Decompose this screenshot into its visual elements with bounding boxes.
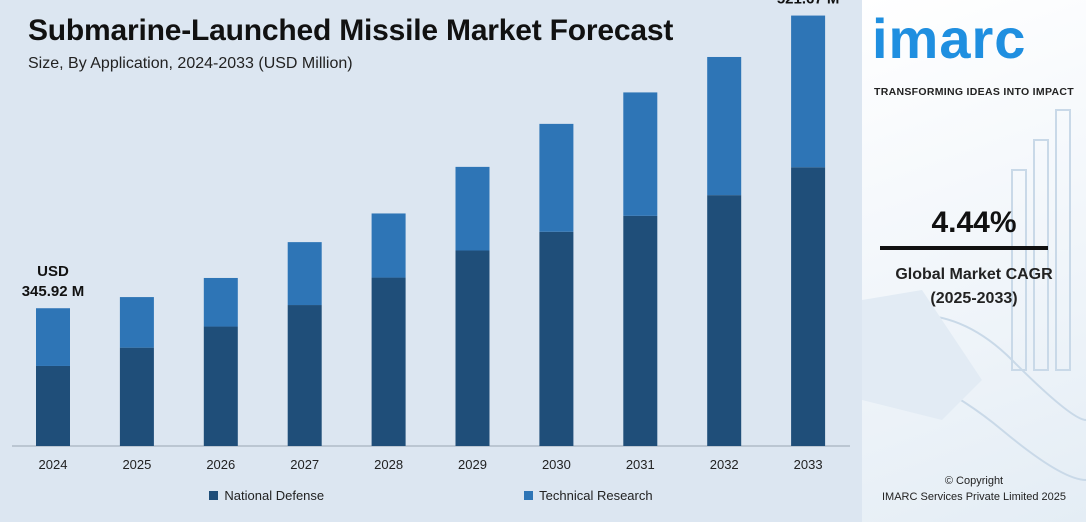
- x-tick-label-2026: 2026: [206, 457, 235, 472]
- bar-national-defense-2024: [36, 365, 70, 446]
- annotation-currency-2024: USD: [37, 263, 69, 280]
- bar-technical-research-2028: [371, 213, 406, 278]
- legend-label-national-defense: National Defense: [224, 488, 325, 503]
- cagr-label-text: Global Market CAGR: [895, 266, 1053, 283]
- chart-subtitle: Size, By Application, 2024-2033 (USD Mil…: [28, 55, 353, 72]
- annotation-value-2024: 345.92 M: [22, 283, 85, 300]
- bar-technical-research-2024: [36, 308, 70, 366]
- legend-swatch-technical-research: [524, 491, 534, 500]
- bar-technical-research-2032: [707, 56, 742, 196]
- bar-national-defense-2026: [203, 326, 238, 446]
- bar-national-defense-2033: [791, 167, 826, 447]
- legend-label-technical-research: Technical Research: [539, 488, 653, 503]
- x-tick-label-2025: 2025: [122, 457, 151, 472]
- copyright-line-1: © Copyright: [944, 475, 1004, 487]
- bar-technical-research-2027: [287, 242, 322, 306]
- bar-technical-research-2029: [455, 166, 490, 251]
- x-tick-label-2028: 2028: [374, 457, 403, 472]
- copyright-line-2: IMARC Services Private Limited 2025: [881, 491, 1066, 503]
- legend-swatch-national-defense: [209, 491, 219, 500]
- bar-national-defense-2030: [539, 231, 574, 446]
- x-tick-label-2030: 2030: [542, 457, 571, 472]
- legend-item-national-defense: National Defense: [209, 488, 324, 503]
- cagr-divider: [880, 246, 1048, 250]
- annotation-value-2033: 521.67 M: [777, 0, 840, 8]
- chart-legend: National Defense Technical Research: [0, 488, 862, 503]
- x-tick-label-2027: 2027: [290, 457, 319, 472]
- bar-national-defense-2027: [287, 305, 322, 446]
- bar-technical-research-2030: [539, 123, 574, 232]
- x-tick-label-2032: 2032: [710, 457, 739, 472]
- legend-item-technical-research: Technical Research: [524, 488, 653, 503]
- info-panel: imarc TRANSFORMING IDEAS INTO IMPACT 4.4…: [862, 0, 1086, 522]
- x-tick-label-2033: 2033: [794, 457, 823, 472]
- bar-technical-research-2031: [623, 92, 658, 216]
- cagr-period: (2025-2033): [930, 290, 1018, 307]
- bar-national-defense-2028: [371, 277, 406, 446]
- bar-technical-research-2033: [791, 15, 826, 168]
- bar-national-defense-2031: [623, 215, 658, 446]
- stacked-bar-chart: 2024 USD 345.92 M 2025 2026 2027 2028 2029 2030 2…: [12, 0, 850, 472]
- bar-national-defense-2025: [119, 347, 154, 446]
- cagr-label: Global Market CAGR (2025-2033): [862, 263, 1086, 311]
- bar-technical-research-2026: [203, 277, 238, 327]
- bar-national-defense-2032: [707, 195, 742, 446]
- x-tick-label-2024: 2024: [39, 457, 68, 472]
- chart-title: Submarine-Launched Missile Market Foreca…: [28, 14, 674, 47]
- bar-national-defense-2029: [455, 250, 490, 446]
- x-tick-label-2029: 2029: [458, 457, 487, 472]
- x-tick-label-2031: 2031: [626, 457, 655, 472]
- decorative-chart-background: [862, 109, 1086, 481]
- logo-tagline: TRANSFORMING IDEAS INTO IMPACT: [874, 86, 1074, 98]
- cagr-value: 4.44%: [931, 206, 1017, 239]
- imarc-logo: imarc: [872, 7, 1027, 70]
- chart-panel: Submarine-Launched Missile Market Foreca…: [0, 0, 862, 522]
- bar-technical-research-2025: [119, 297, 154, 348]
- copyright-notice: © Copyright IMARC Services Private Limit…: [862, 473, 1086, 505]
